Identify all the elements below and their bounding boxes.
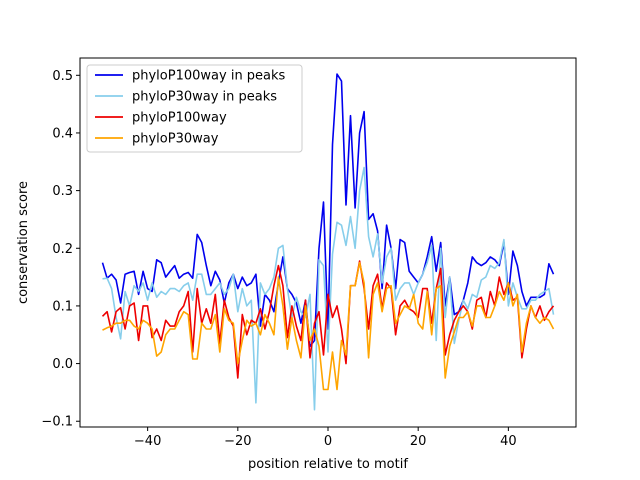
legend-label: phyloP100way <box>132 111 227 126</box>
legend-label: phyloP100way in peaks <box>132 69 286 84</box>
legend-label: phyloP30way <box>132 132 219 147</box>
legend: phyloP100way in peaks phyloP30way in peak… <box>86 64 303 153</box>
x-axis-label: position relative to motif <box>248 457 408 472</box>
y-tick-label: 0.1 <box>52 299 73 314</box>
y-tick-label: 0.4 <box>52 126 73 141</box>
series-layer <box>101 73 555 411</box>
y-tick-label: 0.0 <box>52 357 73 372</box>
y-tick-label: 0.3 <box>52 184 73 199</box>
series-line-4 <box>102 261 555 391</box>
y-tick-label: 0.2 <box>52 242 73 257</box>
series-line-3 <box>101 260 555 379</box>
y-tick-label: −0.1 <box>41 415 73 430</box>
y-tick-label: 0.5 <box>52 69 73 84</box>
legend-box <box>86 64 303 153</box>
x-tick-label: −40 <box>134 434 161 449</box>
y-axis-ticks: −0.1 0.0 0.1 0.2 0.3 0.4 0.5 <box>41 69 80 430</box>
x-tick-label: −20 <box>224 434 251 449</box>
x-tick-label: 40 <box>500 434 517 449</box>
legend-label: phyloP30way in peaks <box>132 90 277 105</box>
x-tick-label: 20 <box>410 434 427 449</box>
series-line-2 <box>102 166 555 411</box>
y-axis-label: conservation score <box>16 181 31 304</box>
x-tick-label: 0 <box>324 434 332 449</box>
x-axis-ticks: −40 −20 0 20 40 <box>134 427 517 449</box>
series-line-1 <box>101 73 555 348</box>
